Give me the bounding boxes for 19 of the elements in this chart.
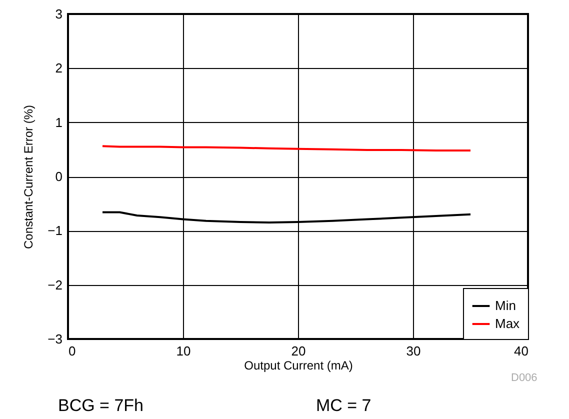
x-tick-label: 20	[291, 344, 306, 358]
text: MC = 7	[316, 396, 372, 416]
y-tick-label: −3	[48, 332, 62, 346]
x-tick-label: 30	[406, 344, 421, 358]
y-axis-title: Constant-Current Error (%)	[22, 104, 36, 250]
x-tick-label: 10	[176, 344, 191, 358]
y-tick-label: 2	[55, 60, 62, 76]
y-tick-label: 3	[55, 6, 62, 22]
text: BCG = 7Fh	[58, 396, 144, 416]
x-axis-title: Output Current (mA)	[244, 358, 353, 372]
y-tick-label: 1	[55, 114, 62, 130]
text: D006	[511, 372, 538, 384]
y-tick-label: −2	[48, 277, 62, 292]
x-tick-label: 40	[514, 344, 528, 358]
legend-label: Max	[495, 316, 520, 331]
y-tick-label: −1	[48, 223, 62, 238]
x-tick-label: 0	[68, 344, 76, 358]
y-tick-label: 0	[55, 169, 62, 184]
legend-label: Min	[495, 298, 516, 313]
